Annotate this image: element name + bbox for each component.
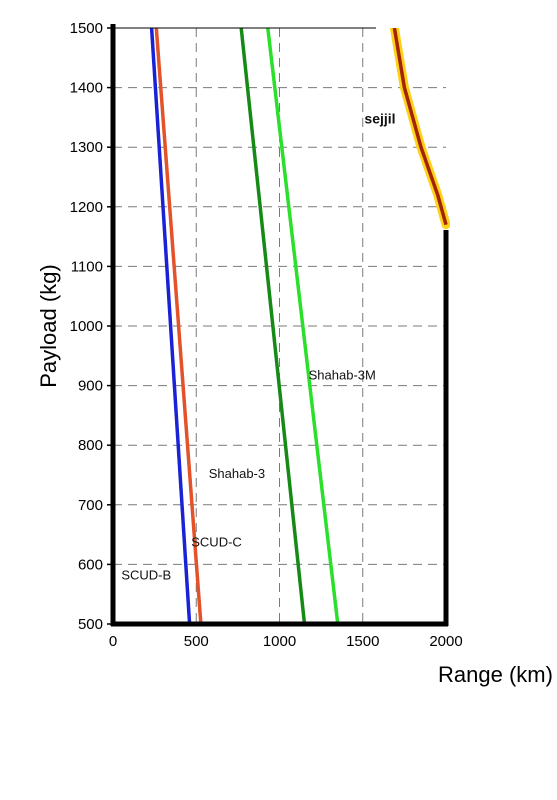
tick-labels: 500 600 700 800 900 1000 1100 1200 1300 1400 1500 0… — [70, 20, 463, 650]
plot-frame — [110, 24, 449, 627]
y-tick-label: 1000 — [70, 318, 103, 335]
series-shahab-3m-line — [266, 28, 340, 624]
y-tick-label: 600 — [78, 556, 103, 573]
x-tick-label: 0 — [109, 633, 117, 650]
y-tick-label: 700 — [78, 497, 103, 514]
series-scud-c-line — [154, 28, 203, 624]
y-axis-title: Payload (kg) — [36, 264, 61, 388]
x-tick-label: 1500 — [346, 633, 379, 650]
series-scud-b — [149, 28, 192, 624]
y-tick-label: 800 — [78, 437, 103, 454]
series-lines — [149, 28, 450, 624]
series-shahab-3m — [266, 28, 340, 624]
x-tick-label: 500 — [184, 633, 209, 650]
series-scud-c — [154, 28, 203, 624]
y-tick-label: 1500 — [70, 20, 103, 37]
series-shahab-3 — [239, 28, 307, 624]
series-scud-b-line — [149, 28, 192, 624]
series-label-sejjil: sejjil — [364, 110, 395, 126]
y-tick-label: 900 — [78, 378, 103, 395]
grid-lines — [113, 28, 446, 624]
x-tick-label: 2000 — [429, 633, 462, 650]
series-labels: SCUD-B SCUD-C Shahab-3 Shahab-3M sejjil — [121, 110, 395, 582]
series-shahab-3-line — [239, 28, 307, 624]
series-sejjil — [389, 28, 450, 230]
series-label-scud-c: SCUD-C — [191, 535, 242, 550]
y-tick-label: 1200 — [70, 199, 103, 216]
series-label-scud-b: SCUD-B — [121, 567, 171, 582]
y-tick-label: 1100 — [71, 258, 103, 275]
series-label-shahab-3: Shahab-3 — [209, 466, 265, 481]
y-tick-label: 1300 — [70, 139, 103, 156]
y-tick-label: 500 — [78, 616, 103, 633]
series-label-shahab-3m: Shahab-3M — [309, 368, 376, 383]
x-axis-title: Range (km) — [438, 662, 553, 687]
series-sejjil-line — [392, 28, 448, 226]
y-tick-label: 1400 — [70, 80, 103, 97]
x-tick-label: 1000 — [263, 633, 296, 650]
